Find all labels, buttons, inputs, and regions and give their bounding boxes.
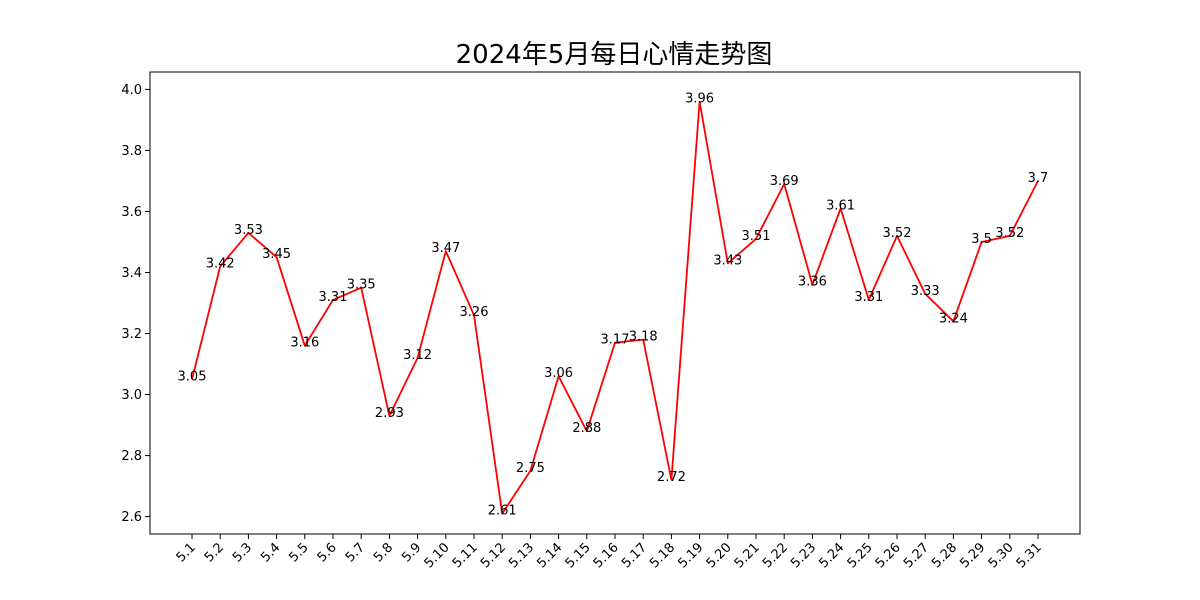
data-label: 3.52	[995, 226, 1024, 241]
data-label: 3.43	[713, 253, 742, 268]
data-label: 3.42	[206, 256, 235, 271]
series-line	[191, 100, 1039, 515]
data-label: 3.31	[854, 290, 883, 305]
y-tick-label: 4.0	[121, 83, 142, 98]
x-tick-label: 5.21	[732, 540, 763, 571]
x-tick-label: 5.18	[647, 540, 678, 571]
x-tick-label: 5.20	[704, 540, 735, 571]
data-label: 3.35	[347, 278, 376, 293]
data-label: 3.33	[911, 284, 940, 299]
x-tick-label: 5.7	[343, 540, 368, 565]
data-label: 3.06	[544, 366, 573, 381]
y-tick-label: 3.2	[121, 327, 142, 342]
x-tick-label: 5.19	[675, 540, 706, 571]
x-tick-label: 5.15	[563, 540, 594, 571]
x-tick-label: 5.3	[230, 540, 255, 565]
data-label: 3.24	[939, 311, 968, 326]
x-tick-label: 5.4	[258, 540, 283, 565]
data-label: 3.18	[629, 330, 658, 345]
y-tick-label: 3.8	[121, 144, 142, 159]
data-label: 3.96	[685, 92, 714, 107]
data-label: 3.45	[262, 247, 291, 262]
data-label: 2.88	[572, 421, 601, 436]
y-tick-label: 2.8	[121, 449, 142, 464]
x-tick-label: 5.30	[986, 540, 1017, 571]
x-tick-label: 5.23	[788, 540, 819, 571]
x-tick-label: 5.2	[202, 540, 227, 565]
data-label: 3.16	[290, 336, 319, 351]
x-tick-label: 5.9	[399, 540, 424, 565]
x-tick-label: 5.1	[174, 540, 199, 565]
data-label: 3.12	[403, 348, 432, 363]
y-tick-label: 3.4	[121, 266, 142, 281]
x-tick-label: 5.5	[286, 540, 311, 565]
data-label: 2.75	[516, 461, 545, 476]
chart-title: 2024年5月每日心情走势图	[456, 40, 773, 70]
x-tick-label: 5.12	[478, 540, 509, 571]
data-label: 3.52	[883, 226, 912, 241]
y-tick-label: 2.6	[121, 510, 142, 525]
x-tick-label: 5.17	[619, 540, 650, 571]
x-tick-label: 5.6	[315, 540, 340, 565]
x-tick-label: 5.29	[957, 540, 988, 571]
data-label: 3.61	[826, 198, 855, 213]
data-label: 3.5	[971, 232, 992, 247]
x-tick-label: 5.27	[901, 540, 932, 571]
data-label: 2.93	[375, 406, 404, 421]
data-label: 2.72	[657, 470, 686, 485]
x-tick-label: 5.14	[534, 540, 565, 571]
data-label: 3.26	[460, 305, 489, 320]
data-label: 3.31	[319, 290, 348, 305]
data-label: 3.47	[431, 241, 460, 256]
data-label: 3.53	[234, 223, 263, 238]
x-tick-label: 5.11	[450, 540, 481, 571]
data-label: 3.7	[1028, 171, 1049, 186]
x-tick-label: 5.31	[1014, 540, 1045, 571]
plot-area: 2.62.83.03.23.43.63.84.05.1 5.2 5.3 5.4 5.5 5…	[121, 71, 1081, 571]
data-label: 3.51	[742, 229, 771, 244]
x-tick-label: 5.26	[873, 540, 904, 571]
x-tick-label: 5.24	[816, 540, 847, 571]
x-tick-label: 5.10	[422, 540, 453, 571]
data-label: 3.69	[770, 174, 799, 189]
x-tick-label: 5.25	[845, 540, 876, 571]
data-label: 3.17	[601, 333, 630, 348]
x-tick-label: 5.13	[506, 540, 537, 571]
x-tick-label: 5.16	[591, 540, 622, 571]
x-tick-label: 5.8	[371, 540, 396, 565]
y-tick-label: 3.0	[121, 388, 142, 403]
plot-frame	[149, 71, 1081, 535]
y-tick-label: 3.6	[121, 205, 142, 220]
data-label: 3.36	[798, 275, 827, 290]
x-tick-label: 5.28	[929, 540, 960, 571]
x-tick-label: 5.22	[760, 540, 791, 571]
data-label: 2.61	[488, 504, 517, 519]
data-label: 3.05	[178, 369, 207, 384]
